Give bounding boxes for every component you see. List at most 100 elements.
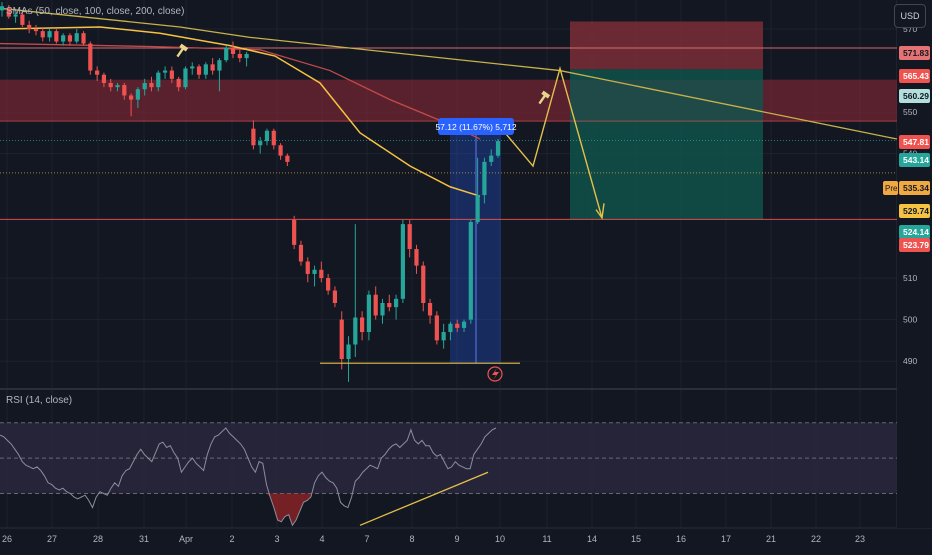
candle-body xyxy=(101,74,107,84)
candle-body xyxy=(319,269,324,279)
candle xyxy=(441,323,446,349)
candle xyxy=(40,26,45,42)
candle xyxy=(251,120,256,150)
candle-body xyxy=(285,155,290,162)
candle xyxy=(489,149,494,167)
price-tick-label: 570 xyxy=(903,24,917,34)
candle xyxy=(210,58,215,75)
candle xyxy=(475,157,480,225)
hammer-head xyxy=(541,90,551,99)
hammer-handle xyxy=(176,47,185,58)
candle xyxy=(61,33,66,46)
candle-body xyxy=(108,83,113,88)
candle-body xyxy=(455,323,460,328)
candle-body xyxy=(210,64,215,71)
time-tick-label: 16 xyxy=(676,534,686,544)
candle xyxy=(244,51,249,67)
measure-label: 57.12 (11.67%) 5,712 xyxy=(435,118,517,135)
price-tag-bg xyxy=(899,238,930,252)
candle-body xyxy=(421,265,426,303)
currency-button[interactable]: USD xyxy=(894,4,926,28)
hammer-icon xyxy=(176,43,189,58)
time-tick-label: 14 xyxy=(587,534,597,544)
time-tick-label: 2 xyxy=(229,534,234,544)
candle-body xyxy=(156,72,161,88)
price-tag-text: 535.34 xyxy=(903,183,929,193)
time-tick-label: 27 xyxy=(47,534,57,544)
candle xyxy=(346,336,351,382)
candle xyxy=(156,70,161,92)
candle-body xyxy=(67,35,73,42)
drawings: 57.12 (11.67%) 5,712 xyxy=(176,43,605,382)
time-tick-label: 31 xyxy=(139,534,149,544)
candle xyxy=(149,76,154,92)
candle xyxy=(360,311,365,341)
candle xyxy=(427,298,433,324)
candle-body xyxy=(122,85,127,96)
candle-body xyxy=(33,29,39,32)
candle xyxy=(20,12,25,27)
price-tag-bg xyxy=(899,204,930,218)
candle xyxy=(142,78,147,96)
candle-body xyxy=(298,244,304,262)
candle xyxy=(461,319,467,333)
time-tick-label: 15 xyxy=(631,534,641,544)
time-tick-label: 17 xyxy=(721,534,731,544)
drawing-zones xyxy=(0,21,897,364)
candle xyxy=(190,62,195,75)
candle xyxy=(400,219,405,303)
price-tag-target_top: 560.29 xyxy=(899,89,930,103)
candle xyxy=(305,257,310,283)
candle-body xyxy=(237,53,242,59)
price-tag-bg xyxy=(899,225,930,239)
candle xyxy=(6,4,11,19)
candle xyxy=(448,321,453,341)
candle-body xyxy=(441,332,446,341)
time-tick-label: Apr xyxy=(179,534,193,544)
candle-body xyxy=(271,130,276,146)
pre-tag-text: Pre xyxy=(885,184,898,193)
sma-indicator-title[interactable]: SMAs (50, close, 100, close, 200, close) xyxy=(6,6,185,17)
time-tick-label: 28 xyxy=(93,534,103,544)
candle-body xyxy=(61,35,66,42)
candle xyxy=(312,265,317,287)
candle-body xyxy=(88,43,93,71)
candle xyxy=(482,157,487,204)
candle xyxy=(115,83,120,92)
candle-body xyxy=(47,31,52,38)
time-tick-label: 23 xyxy=(855,534,865,544)
price-tag-text: 543.14 xyxy=(903,155,929,165)
price-tag-level: 547.81 xyxy=(899,135,930,149)
candle xyxy=(373,286,378,320)
candle-body xyxy=(278,145,283,156)
rsi-indicator-title[interactable]: RSI (14, close) xyxy=(6,395,73,406)
price-tag-text: 524.14 xyxy=(903,227,929,237)
candle xyxy=(319,261,324,283)
candle xyxy=(366,290,372,341)
candle xyxy=(264,128,270,146)
candle xyxy=(101,72,107,88)
hammer-head xyxy=(179,43,189,52)
candle xyxy=(88,41,93,75)
candle-body xyxy=(434,315,439,341)
candle xyxy=(495,139,501,158)
candle-body xyxy=(448,323,453,333)
time-tick-label: 22 xyxy=(811,534,821,544)
candle-body xyxy=(360,317,365,333)
rsi-trendline xyxy=(359,471,489,526)
candle-body xyxy=(95,70,100,75)
candle xyxy=(122,83,127,100)
stop-loss-zone xyxy=(570,21,763,70)
candle-body xyxy=(495,141,501,156)
candle-body xyxy=(366,294,372,333)
hammer-handle xyxy=(538,94,547,105)
projection-path xyxy=(497,65,603,219)
candle xyxy=(387,294,392,312)
candle-body xyxy=(81,33,86,44)
time-tick-label: 8 xyxy=(409,534,414,544)
price-tag-stop: 571.83 xyxy=(899,46,930,60)
candle-body xyxy=(217,60,222,71)
candle-body xyxy=(482,161,487,196)
